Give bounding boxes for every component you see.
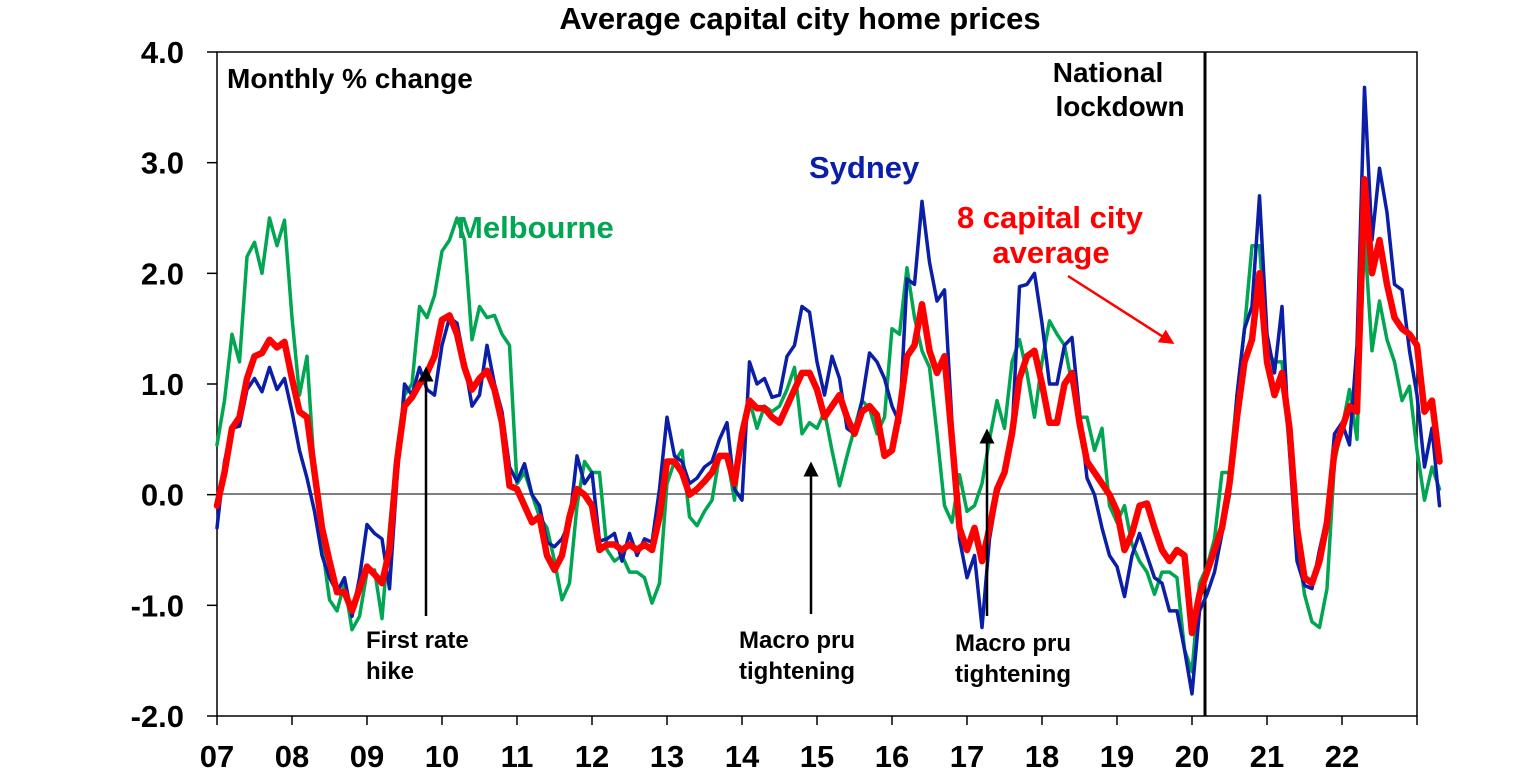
- y-tick-label: 1.0: [141, 367, 184, 402]
- average-label-line1: 8 capital city: [957, 200, 1144, 235]
- x-tick-label: 18: [1025, 739, 1059, 774]
- x-tick-label: 17: [950, 739, 984, 774]
- average-pointer-arrow: [1067, 274, 1175, 345]
- y-axis: 4.0 3.0 2.0 1.0 0.0 -1.0 -2.0: [131, 35, 217, 734]
- lockdown-label-line1: National: [1053, 57, 1163, 88]
- y-tick-label: -1.0: [131, 588, 184, 623]
- chart-title: Average capital city home prices: [559, 1, 1040, 36]
- macro-pru-2-label-line2: tightening: [955, 661, 1071, 688]
- x-axis: 07 08 09 10 11 12 13 14 15 16 17 18 19 20 21 22: [200, 716, 1418, 774]
- macro-pru-2-label-line1: Macro pru: [955, 630, 1071, 657]
- x-tick-label: 07: [200, 739, 234, 774]
- x-tick-label: 08: [275, 739, 309, 774]
- x-tick-label: 19: [1100, 739, 1134, 774]
- melbourne-label: Melbourne: [457, 210, 614, 245]
- x-tick-label: 12: [575, 739, 609, 774]
- sydney-label: Sydney: [809, 150, 920, 185]
- y-tick-label: 0.0: [141, 478, 184, 513]
- x-tick-label: 11: [501, 739, 534, 774]
- x-tick-label: 14: [725, 739, 760, 774]
- x-tick-label: 09: [350, 739, 384, 774]
- series-line-8-capital-city-average: [213, 176, 1443, 637]
- chart-subtitle: Monthly % change: [227, 63, 473, 94]
- average-label-line2: average: [992, 235, 1109, 270]
- x-tick-label: 10: [425, 739, 459, 774]
- rate-hike-label-line1: First rate: [366, 627, 469, 654]
- macro-pru-1-label-line1: Macro pru: [739, 627, 855, 654]
- x-tick-label: 16: [875, 739, 909, 774]
- x-tick-label: 15: [800, 739, 834, 774]
- x-tick-label: 13: [650, 739, 684, 774]
- x-tick-label: 21: [1250, 739, 1284, 774]
- x-tick-label: 20: [1175, 739, 1209, 774]
- y-tick-label: -2.0: [131, 699, 184, 734]
- y-tick-label: 2.0: [141, 256, 184, 291]
- rate-hike-label-line2: hike: [366, 658, 414, 685]
- lockdown-label-line2: lockdown: [1055, 91, 1184, 122]
- y-tick-label: 4.0: [141, 35, 184, 70]
- macro-pru-1-label-line2: tightening: [739, 658, 855, 685]
- y-tick-label: 3.0: [141, 146, 184, 181]
- x-tick-label: 22: [1325, 739, 1359, 774]
